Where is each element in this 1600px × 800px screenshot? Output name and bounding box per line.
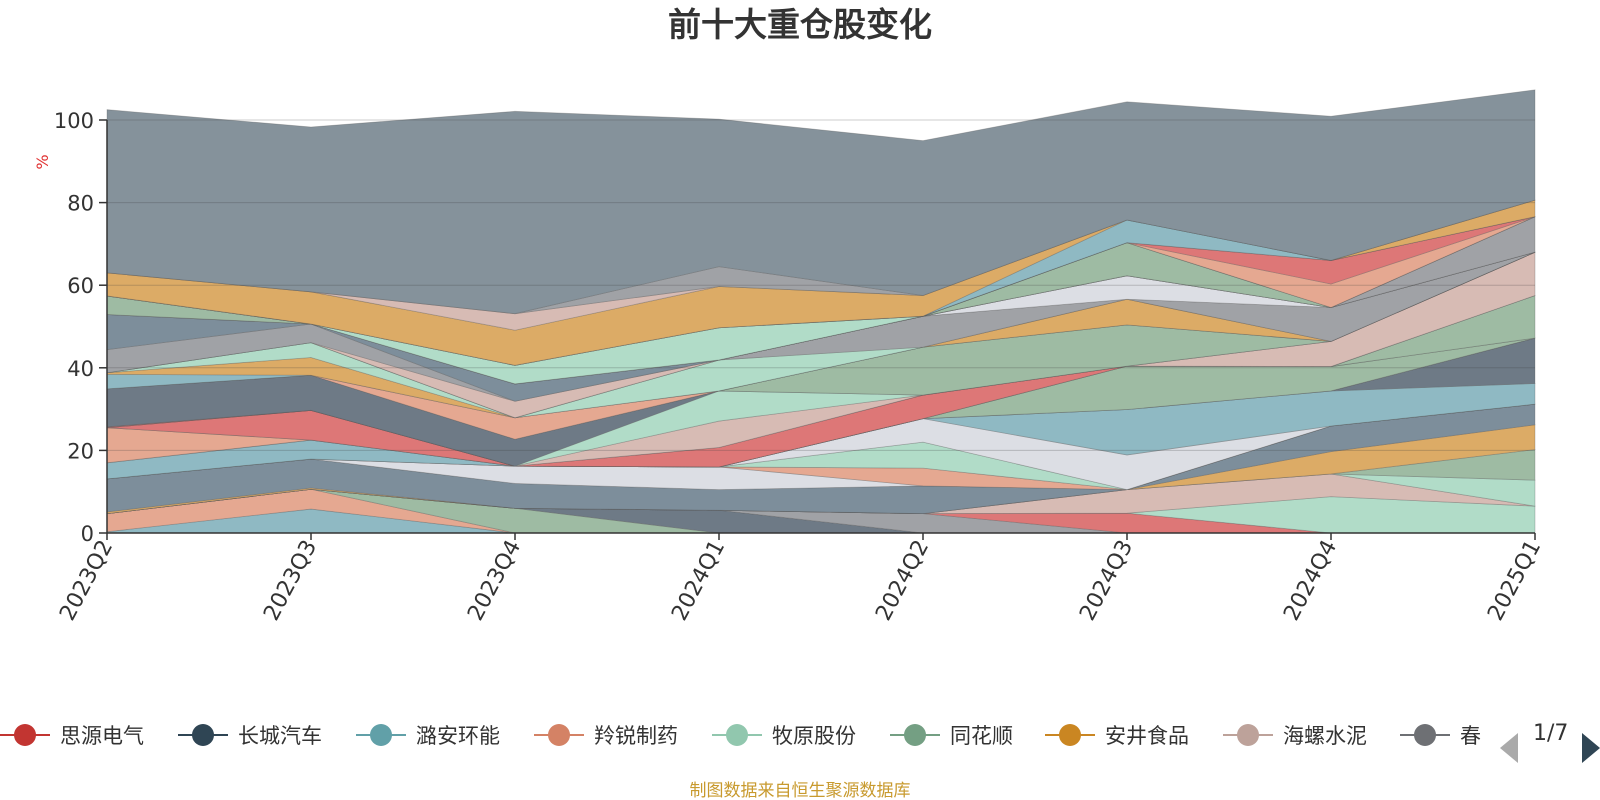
- plot-area: [106, 89, 1536, 534]
- legend-item[interactable]: 羚锐制药: [534, 724, 678, 748]
- x-tick-label: 2024Q3: [1075, 536, 1138, 625]
- legend-marker-icon: [1237, 724, 1259, 746]
- area-series-24: [106, 251, 1536, 467]
- x-tick-label: 2023Q4: [463, 536, 526, 625]
- legend-item[interactable]: 长城汽车: [178, 724, 322, 748]
- legend-marker-icon: [1059, 724, 1081, 746]
- source-note: 制图数据来自恒生聚源数据库: [690, 781, 911, 800]
- y-tick-label: 0: [81, 522, 94, 546]
- y-tick-label: 100: [54, 109, 94, 133]
- y-tick-label: 40: [67, 357, 94, 381]
- legend-item[interactable]: 安井食品: [1045, 724, 1189, 748]
- area-series-45: [106, 199, 1536, 366]
- legend-page-indicator: 1/7: [1533, 721, 1568, 746]
- legend-label: 羚锐制药: [594, 724, 678, 748]
- legend-item[interactable]: 潞安环能: [356, 724, 500, 748]
- y-tick-label: 20: [67, 439, 94, 463]
- x-tick-label: 2023Q3: [259, 536, 322, 625]
- legend-label: 海螺水泥: [1283, 724, 1367, 748]
- legend-label: 潞安环能: [416, 724, 500, 748]
- area-series-48: [106, 89, 1536, 315]
- legend: 思源电气 长城汽车 潞安环能 羚锐制药 牧原股份 同花顺 安井食品 海螺水泥 春: [0, 724, 1481, 748]
- legend-label: 牧原股份: [772, 724, 856, 748]
- legend-marker-icon: [370, 724, 392, 746]
- legend-marker-icon: [726, 724, 748, 746]
- x-tick-label: 2023Q2: [55, 536, 118, 625]
- area-series-21: [106, 294, 1536, 468]
- legend-item[interactable]: 同花顺: [890, 724, 1013, 748]
- x-tick-label: 2024Q1: [667, 536, 730, 625]
- legend-label: 春: [1460, 724, 1481, 748]
- legend-marker-icon: [14, 724, 36, 746]
- legend-marker-icon: [548, 724, 570, 746]
- y-tick-label: 80: [67, 192, 94, 216]
- legend-item[interactable]: 春: [1400, 724, 1481, 748]
- y-axis-label: %: [33, 154, 52, 169]
- area-series-17: [106, 337, 1536, 468]
- legend-marker-icon: [1414, 724, 1436, 746]
- x-tick-label: 2025Q1: [1483, 536, 1546, 625]
- legend-label: 思源电气: [60, 724, 144, 748]
- area-series-16: [106, 383, 1536, 480]
- legend-label: 安井食品: [1105, 724, 1189, 748]
- legend-marker-icon: [904, 724, 926, 746]
- legend-item[interactable]: 牧原股份: [712, 724, 856, 748]
- legend-item[interactable]: 思源电气: [0, 724, 144, 748]
- legend-prev-button[interactable]: [1500, 733, 1518, 763]
- area-series-10: [106, 424, 1536, 515]
- y-tick-label: 60: [67, 274, 94, 298]
- legend-next-button[interactable]: [1582, 733, 1600, 763]
- legend-item[interactable]: 海螺水泥: [1223, 724, 1367, 748]
- legend-label: 同花顺: [950, 724, 1013, 748]
- x-tick-label: 2024Q2: [871, 536, 934, 625]
- legend-label: 长城汽车: [238, 724, 322, 748]
- x-tick-label: 2024Q4: [1279, 536, 1342, 625]
- legend-marker-icon: [192, 724, 214, 746]
- chart-title: 前十大重仓股变化: [668, 5, 932, 44]
